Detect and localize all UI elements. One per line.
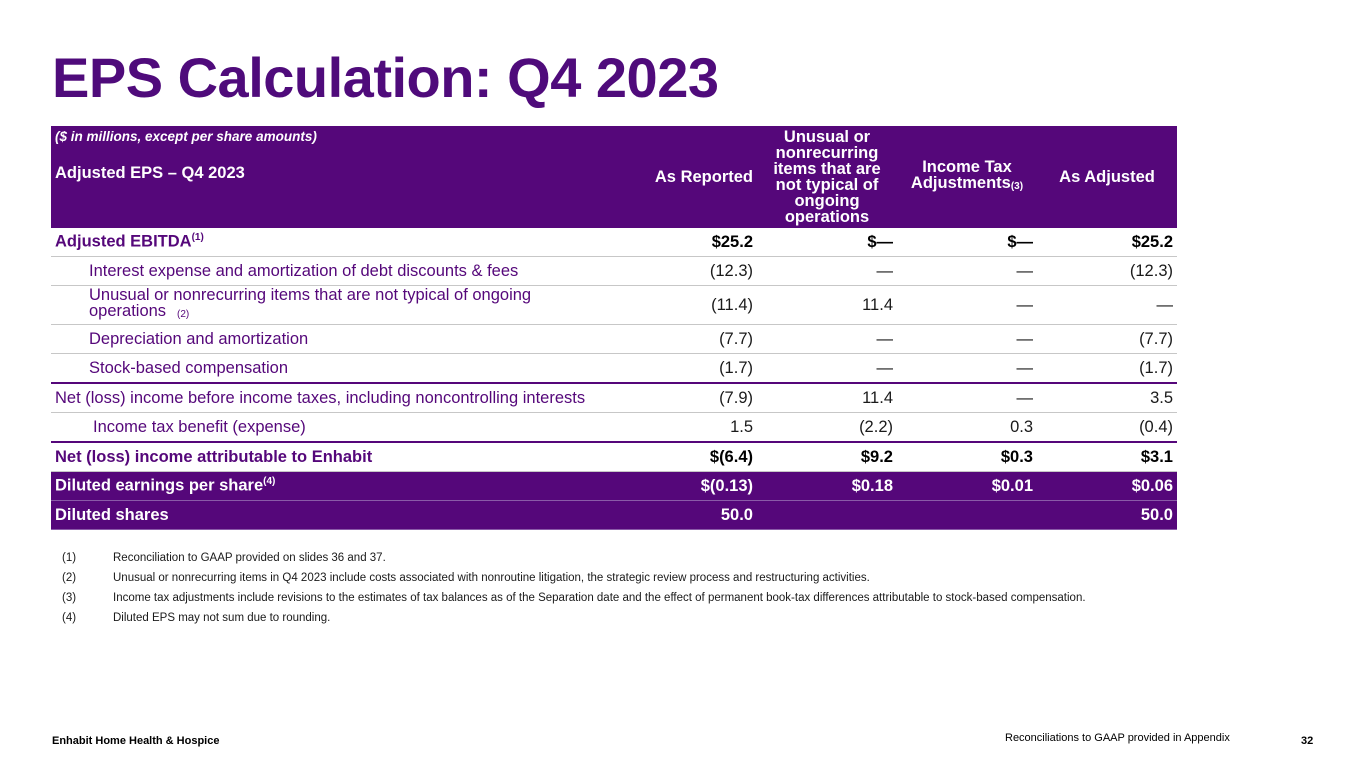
- footnote-ref: (2): [177, 309, 190, 320]
- row-label-text: Unusual or nonrecurring items that are n…: [89, 286, 532, 320]
- table-row: Net (loss) income attributable to Enhabi…: [51, 441, 1177, 472]
- header-label-cell: ($ in millions, except per share amounts…: [51, 126, 618, 228]
- footnote-number: (4): [62, 612, 77, 624]
- table-row: Diluted earnings per share(4) $(0.13) $0…: [51, 471, 1177, 501]
- footnote: (1) Reconciliation to GAAP provided on sl…: [62, 548, 1086, 568]
- value-cell: —: [897, 353, 1037, 384]
- value-cell: $25.2: [1037, 228, 1177, 257]
- footnote: (3) Income tax adjustments include revisi…: [62, 588, 1086, 608]
- footnote-number: (3): [62, 592, 77, 604]
- col-income-tax-label: Income Tax Adjustments: [910, 158, 1012, 192]
- row-label-text: Adjusted EBITDA: [55, 232, 192, 251]
- value-cell: 11.4: [757, 382, 897, 413]
- value-cell: 11.4: [757, 285, 897, 325]
- value-cell: $0.18: [757, 471, 897, 501]
- row-label-stock-comp: Stock-based compensation: [51, 353, 618, 384]
- col-income-tax-footnote: (3): [1010, 181, 1024, 192]
- value-cell: $0.01: [897, 471, 1037, 501]
- col-as-adjusted: As Adjusted: [1037, 126, 1177, 228]
- value-cell: (2.2): [757, 412, 897, 443]
- value-cell: $(6.4): [618, 441, 757, 472]
- value-cell: —: [757, 256, 897, 286]
- value-cell: —: [897, 285, 1037, 325]
- value-cell: —: [757, 353, 897, 384]
- value-cell: 1.5: [618, 412, 757, 443]
- value-cell: 50.0: [618, 500, 757, 530]
- table-row: Net (loss) income before income taxes, i…: [51, 382, 1177, 413]
- value-cell: (12.3): [1037, 256, 1177, 286]
- row-label-diluted-eps: Diluted earnings per share(4): [51, 471, 618, 501]
- value-cell: $—: [897, 228, 1037, 257]
- page-number: 32: [1301, 735, 1314, 747]
- footnote-ref: (4): [263, 476, 276, 488]
- row-label-net-income: Net (loss) income attributable to Enhabi…: [51, 441, 618, 472]
- units-note: ($ in millions, except per share amounts…: [55, 129, 317, 144]
- footnote-text: Unusual or nonrecurring items in Q4 2023…: [113, 572, 870, 584]
- footnote-text: Diluted EPS may not sum due to rounding.: [113, 612, 331, 624]
- value-cell: —: [897, 256, 1037, 286]
- footer-company: Enhabit Home Health & Hospice: [52, 735, 220, 747]
- footnotes: (1) Reconciliation to GAAP provided on sl…: [62, 548, 1086, 628]
- row-label-text: Diluted earnings per share: [55, 476, 264, 495]
- row-label-interest: Interest expense and amortization of deb…: [51, 256, 618, 286]
- value-cell: (7.7): [1037, 324, 1177, 354]
- value-cell: $25.2: [618, 228, 757, 257]
- table-row: Income tax benefit (expense) 1.5 (2.2) 0…: [51, 412, 1177, 443]
- value-cell: (1.7): [618, 353, 757, 384]
- footnote-text: Income tax adjustments include revisions…: [113, 592, 1086, 604]
- table-row: Depreciation and amortization (7.7) — — …: [51, 324, 1177, 354]
- value-cell: (11.4): [618, 285, 757, 325]
- eps-table: ($ in millions, except per share amounts…: [51, 126, 1177, 530]
- footnote-number: (2): [62, 572, 77, 584]
- value-cell: $0.3: [897, 441, 1037, 472]
- table-row: Stock-based compensation (1.7) — — (1.7): [51, 353, 1177, 384]
- col-as-reported: As Reported: [618, 126, 757, 228]
- value-cell: (7.9): [618, 382, 757, 413]
- value-cell: —: [1037, 285, 1177, 325]
- value-cell: —: [897, 382, 1037, 413]
- value-cell: (12.3): [618, 256, 757, 286]
- table-header-row: ($ in millions, except per share amounts…: [51, 126, 1177, 228]
- value-cell: (1.7): [1037, 353, 1177, 384]
- footnote-ref: (1): [191, 232, 204, 244]
- value-cell: [757, 500, 897, 530]
- page-title: EPS Calculation: Q4 2023: [52, 46, 719, 109]
- value-cell: (7.7): [618, 324, 757, 354]
- footer-note: Reconciliations to GAAP provided in Appe…: [1005, 732, 1230, 744]
- row-label-income-tax: Income tax benefit (expense): [51, 412, 618, 443]
- value-cell: 50.0: [1037, 500, 1177, 530]
- value-cell: $9.2: [757, 441, 897, 472]
- footnote-number: (1): [62, 552, 77, 564]
- table-row: Diluted shares 50.0 50.0: [51, 500, 1177, 530]
- value-cell: $0.06: [1037, 471, 1177, 501]
- value-cell: —: [757, 324, 897, 354]
- footnote-text: Reconciliation to GAAP provided on slide…: [113, 552, 386, 564]
- value-cell: (0.4): [1037, 412, 1177, 443]
- value-cell: $(0.13): [618, 471, 757, 501]
- table-row: Unusual or nonrecurring items that are n…: [51, 285, 1177, 325]
- table-row: Interest expense and amortization of deb…: [51, 256, 1177, 286]
- value-cell: 3.5: [1037, 382, 1177, 413]
- table-row: Adjusted EBITDA(1) $25.2 $— $— $25.2: [51, 228, 1177, 257]
- row-label-diluted-shares: Diluted shares: [51, 500, 618, 530]
- table-subtitle: Adjusted EPS – Q4 2023: [55, 164, 245, 182]
- value-cell: —: [897, 324, 1037, 354]
- col-income-tax: Income Tax Adjustments(3): [897, 126, 1037, 228]
- row-label-adjusted-ebitda: Adjusted EBITDA(1): [51, 228, 618, 257]
- footnote: (4) Diluted EPS may not sum due to roundi…: [62, 608, 1086, 628]
- value-cell: $3.1: [1037, 441, 1177, 472]
- value-cell: 0.3: [897, 412, 1037, 443]
- row-label-depreciation: Depreciation and amortization: [51, 324, 618, 354]
- value-cell: $—: [757, 228, 897, 257]
- row-label-pretax: Net (loss) income before income taxes, i…: [51, 382, 618, 413]
- footnote: (2) Unusual or nonrecurring items in Q4 2…: [62, 568, 1086, 588]
- col-unusual-items: Unusual or nonrecurring items that are n…: [757, 126, 897, 228]
- value-cell: [897, 500, 1037, 530]
- row-label-unusual: Unusual or nonrecurring items that are n…: [51, 285, 618, 325]
